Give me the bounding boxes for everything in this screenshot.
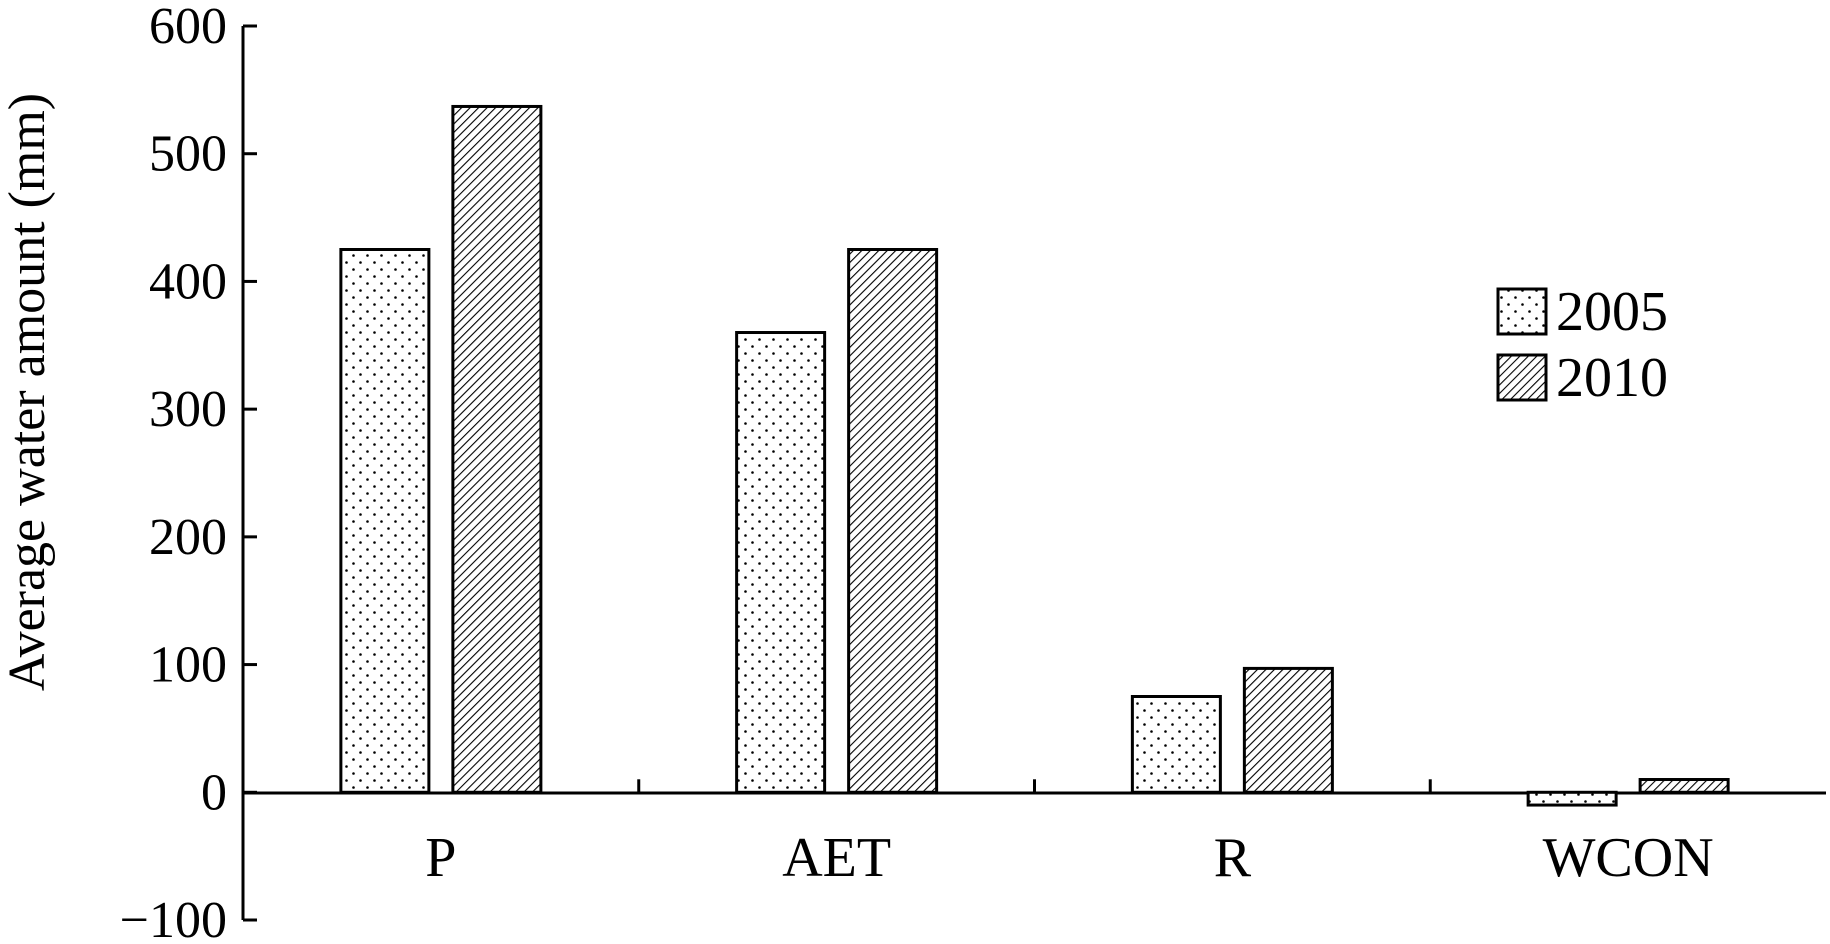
bar-2010-R	[1242, 666, 1334, 794]
legend-swatch-2005	[1496, 287, 1548, 336]
x-category-label: WCON	[1543, 827, 1714, 889]
legend-label-2005: 2005	[1556, 281, 1668, 343]
y-tick-label: 0	[201, 764, 227, 821]
legend-label-2010: 2010	[1556, 347, 1668, 409]
bar-2010-AET	[847, 248, 939, 794]
bar-2005-WCON	[1526, 790, 1618, 807]
bars	[339, 104, 1730, 807]
y-tick-label: 100	[149, 637, 227, 694]
y-tick-label: 500	[149, 126, 227, 183]
legend: 2005 2010	[1496, 281, 1668, 409]
y-tick-label: 300	[149, 381, 227, 438]
bar-2005-AET	[735, 331, 827, 794]
legend-swatch-2010	[1496, 353, 1548, 402]
x-category-label: AET	[782, 827, 891, 889]
x-category-labels: P AET R WCON	[425, 827, 1713, 889]
y-tick-label: 400	[149, 253, 227, 310]
x-ticks	[637, 779, 1432, 793]
y-tick-label: 600	[149, 0, 227, 55]
x-category-label: R	[1214, 827, 1252, 889]
x-category-label: P	[425, 827, 456, 889]
y-tick-label: −100	[120, 892, 227, 939]
y-axis-title: Average water amount (mm)	[0, 93, 56, 691]
y-tick-label: 200	[149, 509, 227, 566]
bar-2010-WCON	[1638, 778, 1730, 794]
bar-2010-P	[451, 104, 543, 794]
bar-2005-R	[1130, 695, 1222, 794]
y-ticks: −100 0 100 200 300 400 500 600	[120, 0, 257, 944]
bar-2005-P	[339, 248, 431, 794]
